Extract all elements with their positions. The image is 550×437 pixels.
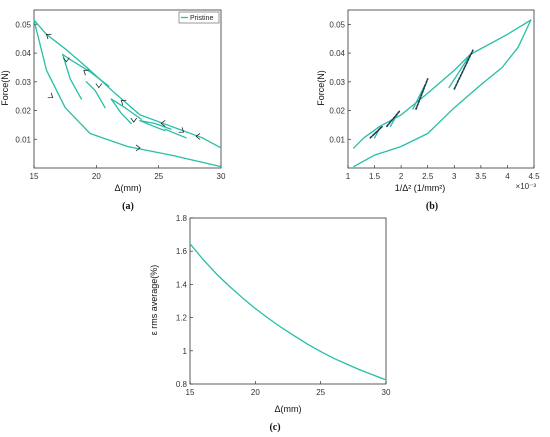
chart-0-y-tick-label: 0.02 xyxy=(15,107,31,116)
chart-0-series-0-line xyxy=(164,128,187,139)
chart-0-legend-box xyxy=(178,11,220,24)
chart-0-y-tick-label: 0.04 xyxy=(15,49,31,58)
chart-2-series-0-line xyxy=(189,243,387,381)
chart-0-x-axis-label: Δ(mm) xyxy=(115,183,142,193)
chart-0-panel-label: (a) xyxy=(122,201,134,212)
chart-1-plot-frame xyxy=(347,9,535,169)
chart-0-direction-arrow xyxy=(83,69,89,76)
chart-0-series-0-line xyxy=(110,98,132,125)
chart-1-series-1-line xyxy=(453,49,474,90)
chart-2-panel-label: (c) xyxy=(269,422,280,433)
chart-0-y-tick-label: 0.05 xyxy=(15,20,31,29)
chart-1-y-tick-label: 0.05 xyxy=(329,20,345,29)
chart-1-x-axis-label: 1/Δ² (1/mm²) xyxy=(395,183,446,193)
chart-1-panel-label: (b) xyxy=(426,201,438,212)
chart-2-y-tick-label: 1.2 xyxy=(176,314,188,323)
chart-1-x-tick-label: 4.5 xyxy=(528,172,540,181)
chart-1-x-tick-label: 1 xyxy=(346,172,351,181)
chart-0-direction-arrow xyxy=(178,127,185,133)
chart-0-legend-label: Pristine xyxy=(190,15,213,22)
chart-0-series-0-line xyxy=(33,19,222,149)
chart-0-series-0-line xyxy=(110,98,142,120)
chart-2-x-tick-label: 25 xyxy=(316,388,325,397)
chart-2-x-tick-label: 20 xyxy=(251,388,260,397)
chart-1-y-tick-label: 0.04 xyxy=(329,49,345,58)
chart-0-direction-arrow xyxy=(95,83,103,89)
chart-2-panel: 15 20 25 30 0.8 1 1.2 1.4 1.6 1.8 Δ(mm) ε rms avera… xyxy=(149,214,391,433)
chart-2-y-tick-label: 1.8 xyxy=(176,214,188,223)
chart-2-y-tick-label: 0.8 xyxy=(176,380,188,389)
chart-0-y-axis-label: Force(N) xyxy=(0,70,10,106)
chart-0-x-tick-label: 30 xyxy=(217,172,226,181)
chart-0-x-tick-label: 20 xyxy=(92,172,101,181)
chart-1-series-0-line xyxy=(353,19,532,168)
chart-2-x-axis-label: Δ(mm) xyxy=(275,404,302,414)
chart-1-panel: 1 1.5 2 2.5 3 3.5 4 4.5 0.01 0.02 0.03 0.04 0.05 1/Δ²… xyxy=(316,9,540,212)
chart-0-series-0-line xyxy=(33,19,222,168)
chart-0-direction-arrow xyxy=(47,92,54,99)
chart-0-direction-arrow xyxy=(160,120,166,127)
chart-0-panel: 15 20 25 30 0.01 0.02 0.03 0.04 0.05 Δ(mm) Force(N… xyxy=(0,9,226,212)
chart-1-x-tick-label: 2 xyxy=(399,172,404,181)
chart-0-plot-frame xyxy=(33,9,222,169)
chart-1-x-tick-label: 1.5 xyxy=(369,172,381,181)
chart-0-direction-arrow xyxy=(45,33,52,40)
chart-1-series-1-line xyxy=(415,78,429,110)
chart-1-x-tick-label: 4 xyxy=(505,172,510,181)
chart-2-x-tick-label: 15 xyxy=(186,388,195,397)
chart-1-x-tick-label: 2.5 xyxy=(422,172,434,181)
chart-1-series-0-line xyxy=(448,53,471,89)
chart-0-series-0-line xyxy=(62,53,110,87)
chart-0-direction-arrow xyxy=(135,144,141,152)
chart-0-direction-arrow xyxy=(130,117,138,123)
chart-1-series-1-line xyxy=(386,109,401,128)
chart-2-plot-frame xyxy=(189,217,387,385)
chart-0-series-0-line xyxy=(139,119,172,130)
chart-1-x-tick-label: 3 xyxy=(452,172,457,181)
chart-0-x-tick-label: 25 xyxy=(154,172,163,181)
chart-1-series-1-line xyxy=(369,125,384,139)
chart-1-y-tick-label: 0.01 xyxy=(329,135,345,144)
chart-0-series-0-line xyxy=(62,53,83,100)
chart-1-y-tick-label: 0.02 xyxy=(329,107,345,116)
chart-1-series-0-line xyxy=(353,19,532,149)
chart-2-x-tick-label: 30 xyxy=(382,388,391,397)
chart-0-y-tick-label: 0.03 xyxy=(15,78,31,87)
chart-2-y-tick-label: 1 xyxy=(183,347,188,356)
chart-2-y-axis-label: ε rms average(%) xyxy=(149,265,159,336)
chart-0-direction-arrow xyxy=(120,99,127,106)
chart-0-direction-arrow xyxy=(63,57,70,63)
chart-0-y-tick-label: 0.01 xyxy=(15,135,31,144)
chart-1-y-axis-label: Force(N) xyxy=(316,70,326,106)
chart-0-direction-arrow xyxy=(195,133,201,140)
chart-2-y-tick-label: 1.6 xyxy=(176,247,188,256)
chart-1-x-multiplier: ×10⁻³ xyxy=(516,182,537,191)
chart-0-series-0-line xyxy=(85,81,106,109)
chart-0-series-0-line xyxy=(139,119,166,132)
chart-0-x-tick-label: 15 xyxy=(30,172,39,181)
chart-2-y-tick-label: 1.4 xyxy=(176,280,188,289)
chart-1-x-tick-label: 3.5 xyxy=(475,172,487,181)
chart-1-y-tick-label: 0.03 xyxy=(329,78,345,87)
